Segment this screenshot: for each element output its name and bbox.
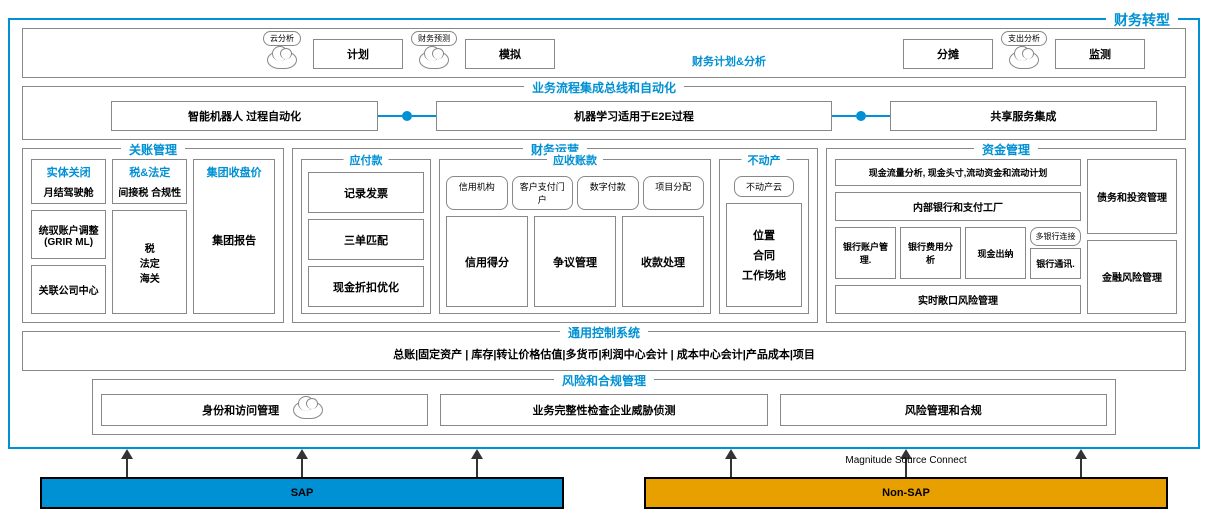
shared-box: 共享服务集成 [890,101,1157,131]
re-title: 不动产 [742,152,787,168]
entity-close-title: 实体关闭 [36,164,101,180]
risk-title: 风险和合规管理 [554,372,654,389]
ar-cloud1: 客户支付门户 [512,176,574,210]
bank3: 银行通讯. [1030,248,1081,279]
magnitude-label: Magnitude Source Connect [644,455,1168,466]
group-title: 集团收盘价 [194,164,274,180]
integration-title: 业务流程集成总线和自动化 [524,79,684,96]
t-top0: 现金流量分析, 现金头寸,流动资金和流动计划 [835,159,1081,186]
re-cloud: 不动产云 [734,176,794,197]
group-item: 集团报告 [200,232,268,248]
nonsap-bar: Non-SAP [644,477,1168,509]
fpa-sim: 模拟 [465,39,555,69]
ops-section: 财务运营 应付款 记录发票 三单匹配 现金折扣优化 应收账款 信用机构 客户支付… [292,148,818,323]
fpa-alloc: 分摊 [903,39,993,69]
cloud-sim: 财务预测 [415,51,453,69]
arrow-icon [296,449,308,477]
ml-box: 机器学习适用于E2E过程 [436,101,832,131]
closing-section: 关账管理 实体关闭 月结驾驶舱 统驭账户调整 (GRIR ML) 关联公司中心 … [22,148,284,323]
treasury-section: 资金管理 现金流量分析, 现金头寸,流动资金和流动计划 内部银行和支付工厂 银行… [826,148,1186,323]
ap-title: 应付款 [344,152,389,168]
tax-item1: 税 法定 海关 [112,210,187,314]
tax-item0: 间接税 合规性 [117,184,182,199]
re1: 合同 [753,247,775,263]
cloud-plan: 云分析 [263,51,301,69]
cloud-monitor: 支出分析 [1005,51,1043,69]
middle-row: 关账管理 实体关闭 月结驾驶舱 统驭账户调整 (GRIR ML) 关联公司中心 … [22,148,1186,323]
t-finrisk: 金融风险管理 [1087,240,1177,315]
bank0: 银行账户管理. [835,227,896,279]
tax-section: 税&法定 间接税 合规性 [112,159,187,204]
ar-cloud0: 信用机构 [446,176,508,210]
bank-cloud: 多银行连接 [1030,227,1081,246]
ap2: 现金折扣优化 [308,266,424,307]
re-section: 不动产 不动产云 位置 合同 工作场地 [719,159,809,314]
re0: 位置 [753,227,775,243]
risk2: 风险管理和合规 [780,394,1107,426]
bank1: 银行费用分析 [900,227,961,279]
control-section: 通用控制系统 总账|固定资产 | 库存|转让价格估值|多货币|利润中心会计 | … [22,331,1186,371]
tax-title: 税&法定 [117,164,182,180]
main-title: 财务转型 [1106,10,1178,30]
ap-section: 应付款 记录发票 三单匹配 现金折扣优化 [301,159,431,314]
main-frame: 财务转型 云分析 计划 财务预测 模拟 财务计划&分析 分摊 支出分析 监测 业… [8,18,1200,449]
group-section: 集团收盘价 集团报告 [193,159,275,314]
ap0: 记录发票 [308,172,424,213]
arrow-icon [471,449,483,477]
bank2: 现金出纳 [965,227,1026,279]
re2: 工作场地 [742,267,786,283]
ec-item2: 关联公司中心 [31,265,106,314]
closing-title: 关账管理 [121,141,185,158]
t-debt: 债务和投资管理 [1087,159,1177,234]
ar0: 信用得分 [446,216,528,307]
rpa-box: 智能机器人 过程自动化 [111,101,378,131]
ar2: 收款处理 [622,216,704,307]
fpa-plan: 计划 [313,39,403,69]
ar-title: 应收账款 [547,152,603,168]
fpa-section: 云分析 计划 财务预测 模拟 财务计划&分析 分摊 支出分析 监测 [22,28,1186,78]
sap-bar: SAP [40,477,564,509]
entity-close-section: 实体关闭 月结驾驶舱 [31,159,106,204]
control-title: 通用控制系统 [560,324,648,341]
integration-section: 业务流程集成总线和自动化 智能机器人 过程自动化 机器学习适用于E2E过程 共享… [22,86,1186,140]
ec-item0: 月结驾驶舱 [36,184,101,199]
ar-cloud2: 数字付款 [577,176,639,210]
arrow-icon [121,449,133,477]
connectors-row: SAP Magnitude Source Connect Non-SAP [8,449,1200,509]
risk-section: 风险和合规管理 身份和访问管理 业务完整性检查企业威胁侦测 风险管理和合规 [92,379,1116,435]
ec-item1: 统驭账户调整 (GRIR ML) [31,210,106,259]
ar1: 争议管理 [534,216,616,307]
t-top1: 内部银行和支付工厂 [835,192,1081,221]
ar-cloud3: 项目分配 [643,176,705,210]
cloud-icon [293,401,323,419]
t-realtime: 实时敞口风险管理 [835,285,1081,314]
control-text: 总账|固定资产 | 库存|转让价格估值|多货币|利润中心会计 | 成本中心会计|… [31,346,1177,362]
treasury-title: 资金管理 [974,141,1038,158]
risk1: 业务完整性检查企业威胁侦测 [440,394,767,426]
ap1: 三单匹配 [308,219,424,260]
fpa-monitor: 监测 [1055,39,1145,69]
ar-section: 应收账款 信用机构 客户支付门户 数字付款 项目分配 信用得分 争议管理 收款处… [439,159,711,314]
risk0: 身份和访问管理 [101,394,428,426]
fpa-title: 财务计划&分析 [567,53,891,69]
